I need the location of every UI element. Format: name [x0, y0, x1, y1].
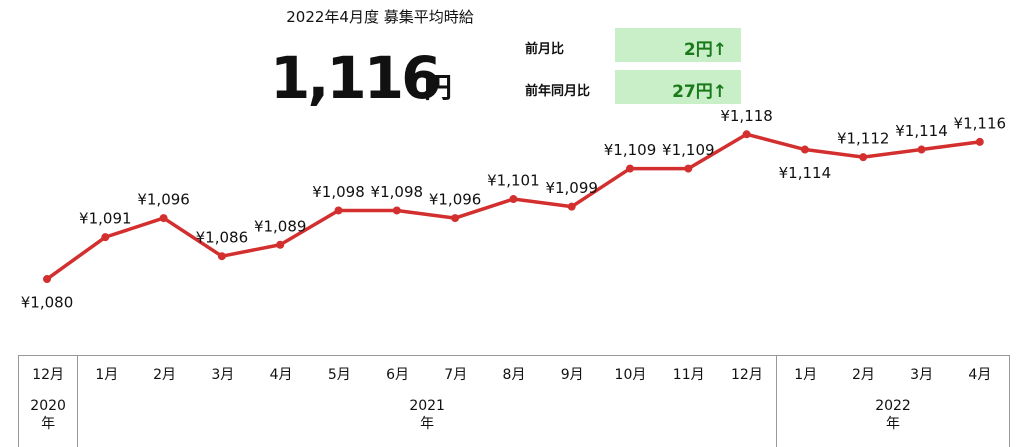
month-cell-text: 4月 — [968, 366, 992, 383]
comparison-box: 27円↑ — [615, 70, 741, 104]
comparison-value: 2円↑ — [683, 40, 727, 60]
month-cell: 3月 — [893, 356, 951, 391]
year-cell: 2021年 — [77, 391, 776, 447]
month-cell-text: 5月 — [327, 366, 351, 383]
point — [43, 275, 51, 284]
value-label: ¥1,096 — [137, 191, 190, 209]
point — [859, 153, 868, 162]
point — [917, 145, 926, 154]
point — [567, 202, 576, 211]
value-label: ¥1,091 — [79, 210, 132, 228]
month-cell-text: 7月 — [444, 366, 468, 383]
value-label: ¥1,116 — [954, 114, 1007, 132]
value-label: ¥1,099 — [545, 179, 598, 197]
month-cell: 2月 — [834, 356, 892, 391]
month-table: 12月 2020年 1月 2月 3月 4月 5月 6月 7月 8月 9月 10月 11月 12月 2021年… — [18, 355, 1010, 447]
big-value: 1,116 — [270, 44, 441, 112]
month-cell-text: 12月 — [731, 366, 763, 383]
month-cell: 11月 — [660, 356, 718, 391]
value-label: ¥1,114 — [895, 122, 948, 140]
month-cell: 8月 — [485, 356, 543, 391]
value-label: ¥1,089 — [254, 217, 307, 235]
year-cell-text: 2020年 — [30, 398, 66, 432]
comparison-value: 27円↑ — [672, 82, 727, 102]
month-cell-text: 2月 — [851, 366, 875, 383]
point — [800, 145, 809, 154]
month-cell-text: 3月 — [910, 366, 934, 383]
value-label: ¥1,118 — [720, 107, 773, 125]
month-cell-text: 9月 — [560, 366, 584, 383]
chart: ¥1,080 ¥1,091 ¥1,096 ¥1,086 ¥1,089 ¥1,098 ¥1,0… — [21, 107, 1007, 312]
point — [392, 206, 401, 215]
value-label: ¥1,096 — [429, 191, 482, 209]
month-cell-text: 11月 — [672, 366, 705, 383]
value-label: ¥1,109 — [604, 141, 657, 159]
month-cell: 3月 — [194, 356, 252, 391]
value-label: ¥1,098 — [371, 183, 424, 201]
month-cell-text: 4月 — [269, 366, 293, 383]
year-cell-text: 2022年 — [875, 398, 911, 432]
point — [742, 130, 751, 139]
year-cell-text: 2021年 — [409, 398, 445, 432]
comparison-label: 前月比 — [525, 42, 565, 57]
month-cell-text: 8月 — [502, 366, 526, 383]
month-cell-text: 6月 — [386, 366, 409, 383]
comparison-box: 2円↑ — [615, 28, 741, 62]
value-label: ¥1,080 — [21, 294, 74, 312]
month-cell: 4月 — [951, 356, 1009, 391]
year-cell: 2020年 — [19, 391, 77, 447]
point — [276, 240, 285, 249]
month-cell: 12月 — [19, 356, 77, 391]
point — [684, 164, 693, 173]
point — [217, 252, 226, 261]
value-label: ¥1,101 — [487, 172, 540, 190]
month-cell: 7月 — [427, 356, 485, 391]
month-cell: 2月 — [135, 356, 193, 391]
month-cell: 1月 — [77, 356, 135, 391]
month-cell: 10月 — [601, 356, 659, 391]
value-label: ¥1,098 — [312, 183, 365, 201]
value-label: ¥1,114 — [779, 164, 832, 182]
year-cell: 2022年 — [776, 391, 1009, 447]
point — [159, 214, 168, 223]
month-cell-text: 3月 — [211, 366, 235, 383]
point — [101, 233, 110, 242]
point — [509, 195, 518, 204]
value-label: ¥1,109 — [662, 141, 715, 159]
month-cell: 6月 — [368, 356, 426, 391]
month-cell-text: 2月 — [153, 366, 177, 383]
month-cell-text: 10月 — [614, 366, 647, 383]
value-label: ¥1,086 — [196, 229, 249, 247]
unit: 円 — [424, 71, 453, 104]
month-cell: 1月 — [776, 356, 834, 391]
month-cell: 12月 — [718, 356, 776, 391]
title: 2022年4月度 募集平均時給 — [286, 8, 474, 26]
point — [975, 137, 984, 146]
value-label: ¥1,112 — [837, 130, 890, 148]
month-cell-text: 1月 — [95, 366, 119, 383]
month-cell-text: 12月 — [32, 366, 65, 383]
point — [626, 164, 634, 173]
month-cell: 4月 — [252, 356, 310, 391]
comparison-label: 前年同月比 — [525, 84, 591, 99]
month-cell: 9月 — [543, 356, 601, 391]
point — [451, 214, 460, 223]
month-cell: 5月 — [310, 356, 368, 391]
point — [334, 206, 343, 215]
month-cell-text: 1月 — [794, 366, 818, 383]
